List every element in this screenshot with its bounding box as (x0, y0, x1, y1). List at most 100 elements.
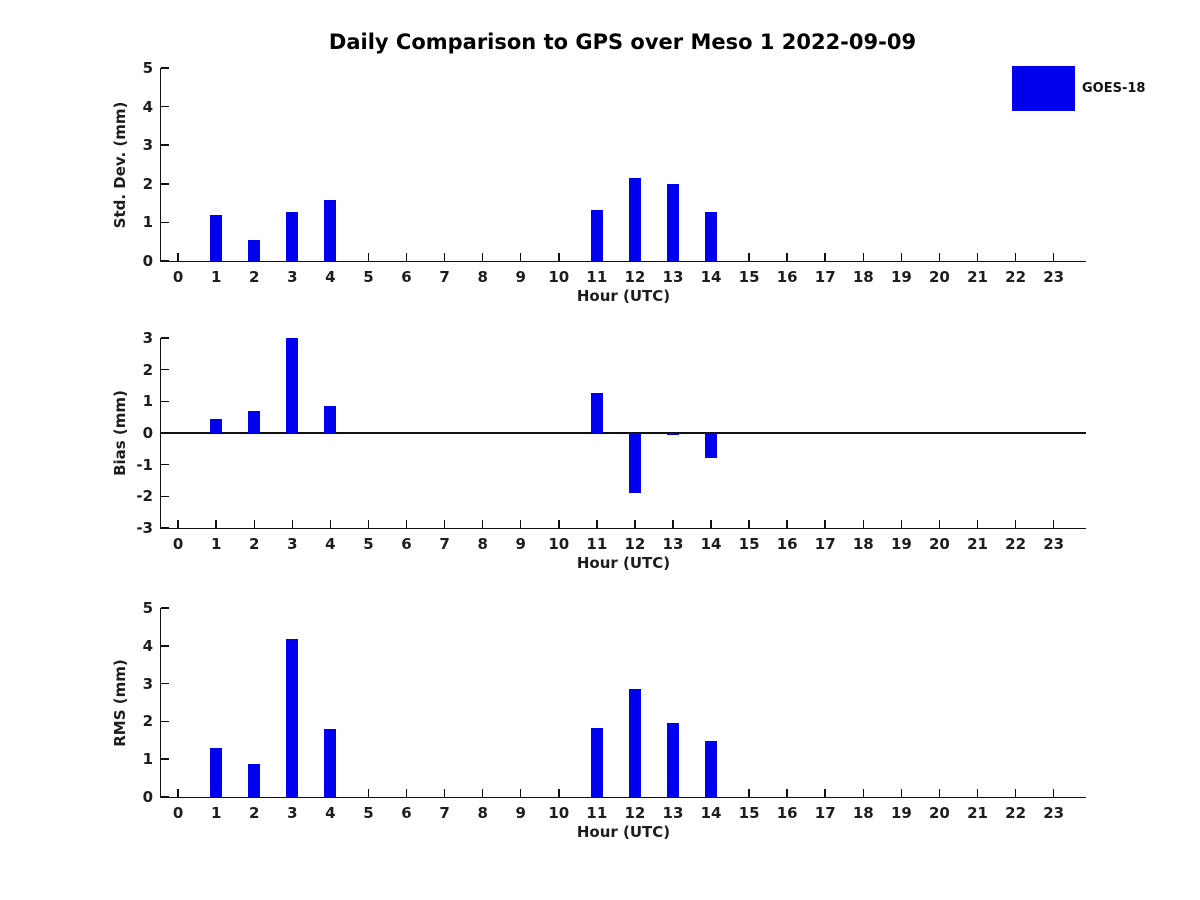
bar-hour-13 (666, 722, 679, 797)
x-tick (786, 789, 788, 797)
x-tick-label: 10 (548, 268, 570, 286)
x-tick-label: 14 (700, 268, 722, 286)
x-tick-label: 3 (287, 268, 298, 286)
x-tick (976, 789, 979, 797)
bar-hour-11 (590, 210, 603, 261)
y-tick (161, 527, 169, 529)
x-tick-label: 20 (929, 804, 950, 822)
x-tick (558, 253, 560, 261)
bar-hour-2 (248, 764, 261, 797)
y-tick (161, 144, 169, 146)
x-tick-label: 23 (1043, 535, 1065, 553)
bar-hour-2 (248, 240, 261, 261)
y-tick (161, 400, 169, 403)
x-tick-label: 9 (515, 804, 526, 822)
x-tick (443, 520, 446, 528)
bar-hour-3 (286, 338, 299, 433)
panel-rms: RMS (mm) Hour (UTC) 0 1 2 3 4 5 0 1 2 3 4 5 6 7 8 9 10 11… (111, 599, 1086, 841)
x-tick-label: 21 (967, 268, 988, 286)
x-tick-label: 18 (852, 535, 874, 553)
bar-hour-13 (666, 184, 679, 261)
chart-title: Daily Comparison to GPS over Meso 1 2022… (328, 30, 917, 54)
x-tick-label: 0 (172, 268, 184, 286)
y-tick (161, 720, 169, 723)
x-tick (367, 253, 370, 261)
x-tick (519, 789, 522, 797)
x-tick-label: 10 (548, 804, 570, 822)
y-tick-label: 2 (142, 360, 153, 379)
x-tick-label: 21 (967, 804, 988, 822)
x-tick (519, 520, 522, 528)
x-tick-label: 6 (401, 268, 412, 286)
x-tick (177, 789, 179, 797)
bar-hour-1 (210, 214, 223, 261)
x-tick (1014, 789, 1017, 797)
bar-hour-4 (324, 728, 337, 797)
zero-baseline (161, 432, 1086, 434)
y-tick (161, 183, 169, 185)
y-axis-label-std-dev: Std. Dev. (mm) (111, 101, 129, 228)
x-tick (405, 789, 408, 797)
x-tick-label: 13 (662, 804, 684, 822)
x-tick-label: 4 (325, 535, 336, 553)
x-tick-label: 18 (852, 268, 874, 286)
x-tick-label: 18 (852, 804, 874, 822)
y-tick-label: 0 (142, 788, 153, 806)
x-tick-label: 19 (890, 535, 912, 553)
x-tick-label: 20 (929, 268, 950, 286)
x-tick (862, 520, 865, 528)
y-tick-label: 5 (142, 599, 153, 617)
x-tick (900, 253, 903, 261)
bar-hour-4 (324, 200, 337, 261)
x-tick (900, 520, 903, 528)
bar-hour-3 (286, 211, 299, 261)
y-tick (161, 463, 169, 466)
y-tick (161, 758, 169, 760)
x-tick (596, 520, 598, 528)
x-tick-label: 16 (776, 268, 798, 286)
y-tick-label: 5 (142, 59, 153, 77)
x-tick (824, 789, 826, 797)
x-tick (558, 789, 560, 797)
y-tick-label: -1 (136, 455, 153, 474)
x-tick-label: 9 (515, 268, 526, 286)
x-tick-label: 17 (814, 804, 836, 822)
x-tick-label: 0 (172, 535, 184, 553)
bar-hour-13 (666, 433, 679, 435)
x-tick (748, 520, 750, 528)
y-tick (161, 260, 169, 262)
x-axis-label-hour-utc: Hour (UTC) (576, 287, 671, 305)
x-tick-label: 12 (624, 804, 646, 822)
x-axis-label-hour-utc: Hour (UTC) (576, 554, 671, 572)
x-tick-label: 10 (548, 535, 570, 553)
x-tick (1014, 253, 1017, 261)
bar-hour-3 (286, 638, 299, 797)
x-axis-label-hour-utc: Hour (UTC) (576, 823, 671, 841)
x-tick (558, 520, 560, 528)
y-tick-label: 4 (142, 636, 153, 655)
x-tick-label: 22 (1005, 268, 1027, 286)
x-tick (215, 520, 217, 528)
x-tick-label: 17 (814, 535, 836, 553)
x-tick-label: 23 (1043, 804, 1065, 822)
y-tick-label: 1 (142, 750, 153, 769)
y-tick-label: 3 (142, 136, 153, 155)
x-tick (1052, 789, 1055, 797)
bar-hour-11 (590, 392, 603, 433)
y-tick (161, 495, 169, 498)
x-tick (938, 520, 941, 528)
x-tick-label: 5 (363, 535, 374, 553)
x-tick (938, 789, 941, 797)
x-tick (519, 253, 522, 261)
x-tick-label: 14 (700, 804, 722, 822)
y-tick (161, 645, 169, 647)
x-tick-label: 15 (738, 804, 760, 822)
y-tick (161, 796, 169, 798)
bar-hour-14 (705, 211, 718, 261)
x-tick (938, 253, 941, 261)
x-tick (710, 520, 712, 528)
x-tick-label: 8 (477, 535, 488, 553)
x-tick (443, 789, 446, 797)
y-tick-label: 0 (142, 252, 153, 270)
